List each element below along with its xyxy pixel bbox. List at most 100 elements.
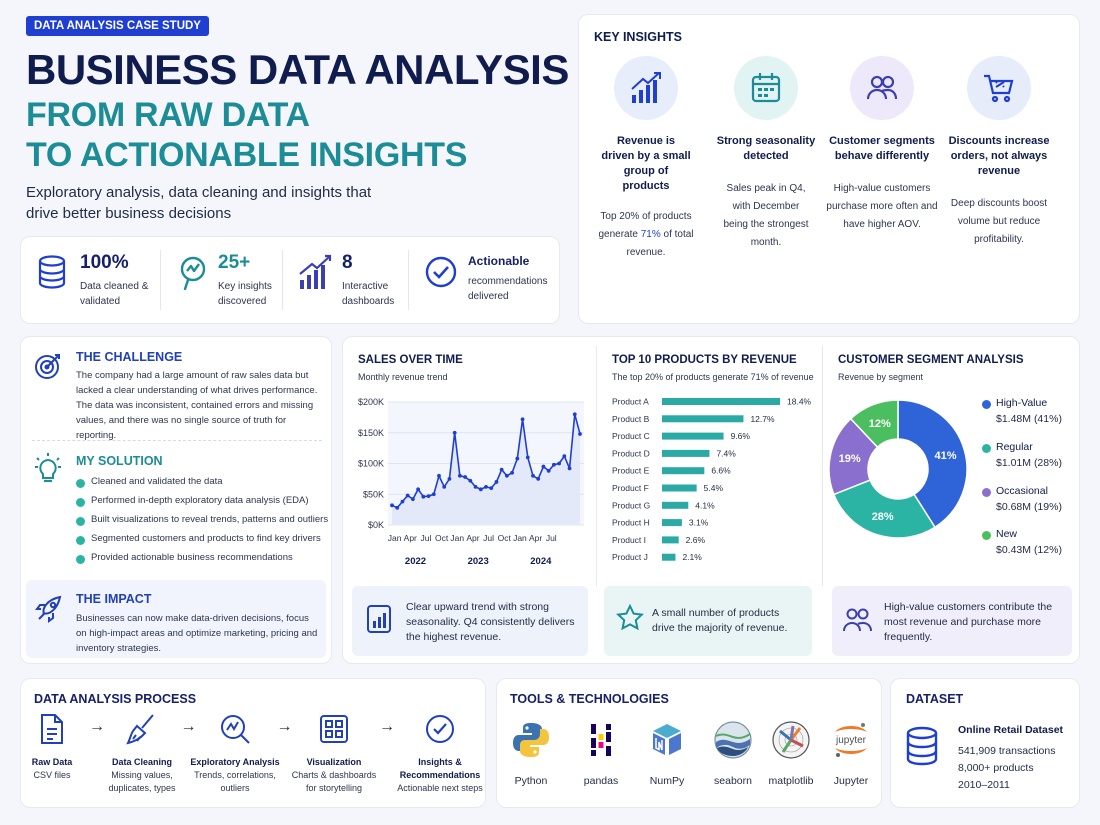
rocket-icon [35, 595, 62, 623]
category-label: Product C [612, 431, 650, 441]
data-point [484, 484, 488, 489]
data-point [437, 473, 441, 478]
value-label: 7.4% [716, 448, 736, 458]
legend-amount: $1.48M (41%) [996, 413, 1062, 425]
cart-icon [967, 56, 1031, 120]
insight-desc: Deep discounts boost volume but reduce p… [950, 198, 1048, 245]
value-label: 2.1% [682, 552, 702, 562]
process-step-desc: Missing values, duplicates, types [108, 770, 176, 793]
sales-area [392, 414, 580, 525]
category-label: Product E [612, 466, 650, 476]
dataset-title: DATASET [906, 692, 964, 706]
process-step-name: Data Cleaning [111, 757, 172, 767]
year-label: 2022 [405, 556, 426, 567]
solution-item: Performed in-depth exploratory data anal… [91, 495, 309, 506]
data-point [390, 503, 394, 508]
insight-segments: Customer segments behave differently Hig… [826, 56, 938, 234]
users-icon [850, 56, 914, 120]
legend-swatch [982, 531, 991, 540]
data-point [416, 487, 421, 492]
tool-matplotlib: matplotlib [756, 720, 826, 787]
products-chart-title: TOP 10 PRODUCTS BY REVENUE [612, 354, 797, 366]
data-point [457, 473, 462, 478]
x-tick-label: Jul [483, 533, 494, 543]
solution-item: Cleaned and validated the data [91, 476, 223, 487]
category-label: Product G [612, 500, 650, 510]
value-label: 12.7% [750, 414, 775, 424]
insight-title: Strong seasonality detected [716, 135, 816, 162]
year-label: 2023 [468, 556, 489, 567]
y-tick-label: $200K [358, 397, 384, 407]
insight-desc: Sales peak in Q4, with December being th… [723, 183, 809, 248]
bar [662, 536, 679, 544]
pie-slice [849, 399, 899, 449]
tool-numpy: NumPy [632, 720, 702, 787]
x-tick-label: Apr [466, 533, 479, 543]
x-tick-label: Jan [513, 533, 527, 543]
legend-name: High-Value [996, 397, 1048, 409]
sales-chart-subtitle: Monthly revenue trend [358, 372, 448, 382]
data-point [572, 412, 577, 417]
key-insights-title: KEY INSIGHTS [594, 30, 682, 44]
check-icon [76, 498, 85, 507]
bar [662, 484, 697, 492]
check-icon [76, 536, 85, 545]
y-tick-label: $50K [363, 489, 384, 499]
check-icon [76, 555, 85, 564]
data-point [442, 484, 447, 489]
data-point [489, 486, 494, 490]
x-tick-label: Apr [529, 533, 542, 543]
data-point [541, 464, 546, 469]
data-point [499, 467, 504, 472]
legend-swatch [982, 400, 991, 409]
broom-icon [92, 712, 192, 746]
tool-label: Python [514, 775, 548, 787]
process-step-desc: Actionable next steps [397, 783, 483, 793]
star-icon [616, 604, 644, 631]
bar [662, 519, 682, 527]
data-point [546, 468, 551, 473]
bar [662, 553, 676, 561]
tool-seaborn: seaborn [698, 720, 768, 787]
document-icon [2, 712, 102, 746]
database-icon [906, 726, 938, 766]
process-title: DATA ANALYSIS PROCESS [34, 692, 197, 706]
value-label: 9.6% [731, 431, 751, 441]
kpi-desc: recommendations delivered [468, 276, 548, 302]
database-icon [38, 255, 66, 289]
bar [662, 432, 724, 440]
value-label: 3.1% [689, 518, 709, 528]
x-tick-label: Oct [498, 533, 512, 543]
dataset-period: 2010–2011 [958, 779, 1010, 791]
check-icon [76, 479, 85, 488]
svg-text:jupyter: jupyter [835, 735, 867, 746]
category-label: Product I [612, 535, 646, 545]
page-subtitle: Exploratory analysis, data cleaning and … [26, 184, 372, 222]
process-step-name: Raw Data [31, 757, 73, 767]
data-point [504, 473, 509, 478]
tool-label: Jupyter [833, 775, 869, 787]
jupyter-logo-icon: jupyter [835, 723, 867, 757]
bar [662, 449, 710, 457]
process-step: Visualization Charts & dashboards for sto… [284, 712, 384, 795]
bar-growth-icon [299, 254, 332, 289]
insight-revenue: Revenue is driven by a small group of pr… [590, 56, 702, 262]
data-point [410, 497, 415, 502]
data-point [463, 475, 468, 479]
kpi-value: 100% [80, 252, 129, 273]
segments-note-text: High-value customers contribute the most… [884, 601, 1053, 643]
data-point [510, 470, 515, 475]
data-point [395, 505, 400, 510]
products-bar-chart: Product A 18.4% Product B 12.7% Product C 9.6… [612, 397, 812, 563]
impact-panel [26, 580, 326, 658]
lightbulb-icon [35, 453, 61, 482]
page-title: BUSINESS DATA ANALYSIS [26, 46, 569, 93]
calendar-icon [734, 56, 798, 120]
category-label: Product F [612, 483, 649, 493]
numpy-logo-icon [653, 724, 681, 755]
arrow-right-icon: → [180, 718, 197, 735]
pandas-logo-icon [591, 724, 611, 756]
divider [32, 440, 322, 441]
solution-item: Provided actionable business recommendat… [91, 552, 293, 563]
process-step-desc: CSV files [33, 770, 71, 780]
